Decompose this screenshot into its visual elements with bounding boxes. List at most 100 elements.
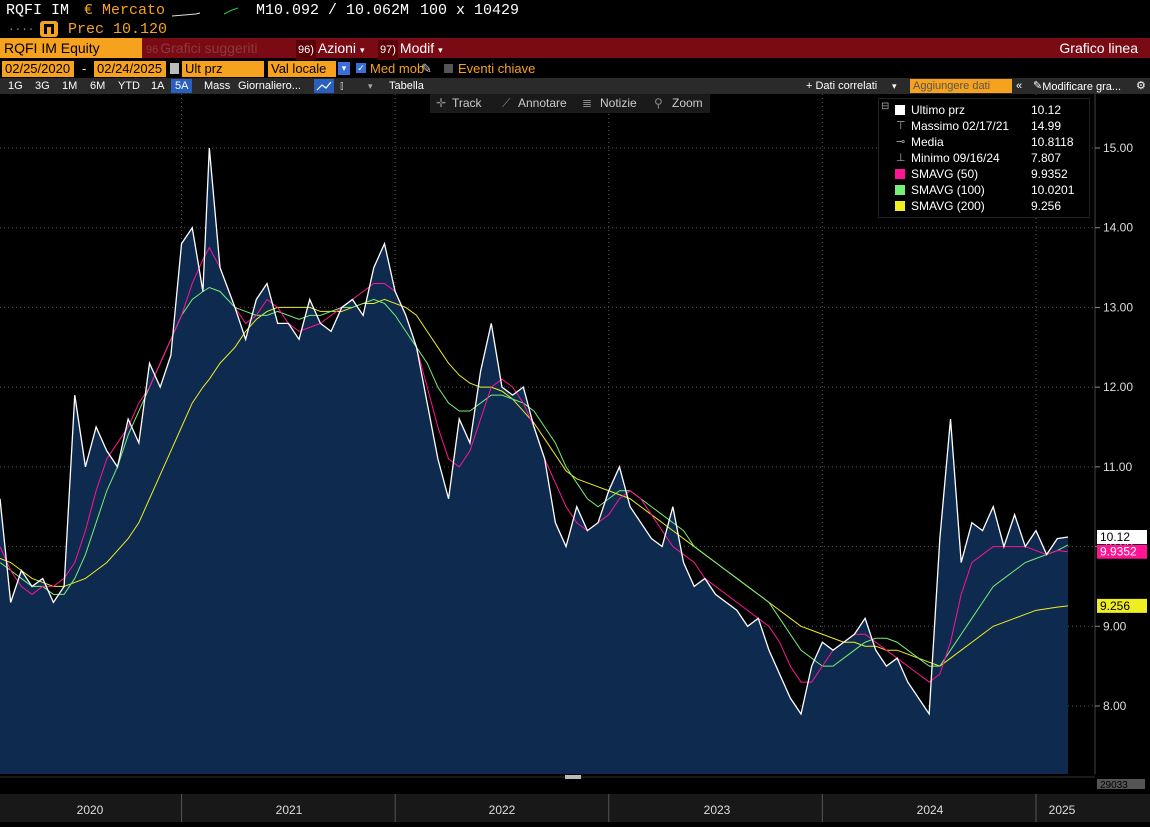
modif-num: 97) [378, 40, 398, 60]
legend-value: 9.9352 [1031, 167, 1068, 181]
legend-label: Massimo 02/17/21 [911, 119, 1010, 133]
legend: Ultimo prz 10.12 ⊤ Massimo 02/17/21 14.99 ⊸ Me… [878, 98, 1090, 218]
zoom-button[interactable]: Zoom [672, 96, 703, 110]
bar-chart-icon[interactable]: ⫾ [340, 80, 344, 92]
table-button[interactable]: Tabella [389, 80, 424, 92]
legend-marker-icon: ⊤ [896, 120, 906, 132]
x-tick-label: 2023 [704, 803, 731, 817]
moving-avg-label[interactable]: Med mob [370, 61, 425, 76]
legend-marker-icon [895, 105, 905, 115]
y-tick-label: 11.00 [1103, 460, 1132, 474]
legend-marker-icon: ⊥ [896, 152, 906, 164]
volume-tag-label: 29033 [1100, 780, 1128, 791]
prec-row: .... Prec 10.120 [0, 20, 1150, 38]
double-chevron-left-icon[interactable]: « [1016, 80, 1023, 92]
checkbox-empty-icon[interactable] [444, 64, 453, 73]
period-1g[interactable]: 1G [8, 80, 23, 92]
legend-item: Ultimo prz 10.12 [883, 103, 1083, 119]
params-row: 02/25/2020 - 02/24/2025 Ult prz Val loca… [0, 60, 1150, 78]
value-tag-label: 10.12 [1100, 530, 1130, 544]
legend-value: 10.8118 [1031, 135, 1074, 149]
legend-item: SMAVG (200) 9.256 [883, 199, 1083, 215]
value-tag [1097, 530, 1147, 545]
track-button[interactable]: Track [452, 96, 482, 110]
price-area [0, 148, 1068, 774]
legend-label: SMAVG (200) [911, 199, 985, 213]
annotate-icon: ⟋ [502, 96, 511, 110]
signal-icon [40, 21, 58, 37]
modif-menu[interactable]: 97) Modif ▾ [378, 38, 443, 60]
legend-value: 9.256 [1031, 199, 1062, 213]
x-tick-label: 2020 [77, 803, 104, 817]
chevron-down-icon: ▾ [438, 45, 443, 55]
start-date-input[interactable]: 02/25/2020 [2, 61, 74, 77]
security-field[interactable]: RQFI IM Equity [0, 38, 142, 58]
legend-item: SMAVG (50) 9.9352 [883, 167, 1083, 183]
collapse-icon[interactable]: ⊟ [881, 101, 890, 112]
suggested-label: Grafici suggeriti [160, 40, 258, 56]
dots: .... [8, 22, 35, 34]
value-tag [1097, 598, 1147, 613]
suggested-charts-button[interactable]: 96 Grafici suggeriti [146, 38, 258, 58]
actions-menu[interactable]: 96) Azioni ▾ [296, 38, 365, 60]
legend-label: SMAVG (50) [911, 167, 979, 181]
sparkline-icon [171, 6, 242, 23]
checkbox-icon[interactable]: ✓ [356, 63, 366, 73]
series-line-3 [0, 298, 1069, 667]
value-tag-label: 9.9352 [1100, 545, 1137, 559]
news-button[interactable]: Notizie [600, 96, 637, 110]
price-field-select[interactable]: Ult prz [182, 61, 264, 77]
value-tag [1097, 544, 1147, 559]
period-3g[interactable]: 3G [35, 80, 50, 92]
y-tick-label: 9.00 [1103, 619, 1127, 633]
period-6m[interactable]: 6M [90, 80, 106, 92]
pencil-icon[interactable]: ✎ [421, 61, 432, 76]
key-events-label[interactable]: Eventi chiave [458, 61, 536, 76]
chevron-down-icon[interactable]: ▾ [368, 81, 373, 91]
suggested-num: 96 [146, 44, 159, 56]
legend-label: Ultimo prz [911, 103, 966, 117]
end-date-input[interactable]: 02/24/2025 [94, 61, 166, 77]
date-dash: - [82, 61, 87, 76]
series-line-0 [0, 147, 1069, 716]
actions-num: 96) [296, 40, 316, 60]
y-tick-label: 14.00 [1103, 221, 1133, 235]
volume-tag [1097, 779, 1145, 789]
period-ytd[interactable]: YTD [118, 80, 140, 92]
scroll-handle-icon [565, 775, 581, 779]
period-1m[interactable]: 1M [62, 80, 78, 92]
legend-marker-icon: ⊸ [896, 136, 906, 148]
modif-label: Modif [399, 40, 435, 56]
dropdown-icon[interactable]: ▾ [338, 62, 350, 75]
calendar-icon[interactable] [170, 63, 179, 74]
x-tick-label: 2022 [489, 803, 516, 817]
currency-select[interactable]: Val locale [268, 61, 336, 77]
period-mass[interactable]: Mass [204, 80, 231, 92]
legend-item: SMAVG (100) 10.0201 [883, 183, 1083, 199]
gear-icon[interactable]: ⚙ [1136, 80, 1146, 92]
y-tick-label: 8.00 [1103, 699, 1127, 713]
frequency-select[interactable]: Giornaliero... [238, 80, 301, 92]
legend-value: 7.807 [1031, 151, 1062, 165]
y-tick-label: 12.00 [1103, 380, 1133, 394]
y-axis-bg [1095, 94, 1150, 774]
period-1a[interactable]: 1A [151, 80, 165, 92]
chart-area: 8.009.0010.0011.0012.0013.0014.0015.0010… [0, 94, 1150, 822]
add-data-input[interactable]: Aggiungere dati [910, 79, 1012, 93]
annotate-button[interactable]: Annotare [518, 96, 567, 110]
line-chart-icon[interactable] [314, 79, 334, 93]
edit-chart-button[interactable]: ✎ Modificare gra... [1033, 80, 1122, 93]
x-tick-label: 2021 [276, 803, 303, 817]
x-tick-label: 2025 [1049, 803, 1076, 817]
legend-value: 10.0201 [1031, 183, 1075, 197]
chevron-down-icon[interactable]: ▾ [892, 81, 897, 91]
legend-value: 14.99 [1031, 119, 1062, 133]
period-5a[interactable]: 5A [171, 79, 193, 93]
y-tick-label: 15.00 [1103, 141, 1133, 155]
legend-item: ⊥ Minimo 09/16/24 7.807 [883, 151, 1083, 167]
legend-item: ⊸ Media 10.8118 [883, 135, 1083, 151]
related-data-button[interactable]: + Dati correlati [806, 80, 878, 92]
legend-label: Media [911, 135, 944, 149]
value-tag-label: 9.256 [1100, 599, 1130, 613]
quote-header: RQFI IM € Mercato M10.092 / 10.062M 100 … [0, 0, 1150, 20]
